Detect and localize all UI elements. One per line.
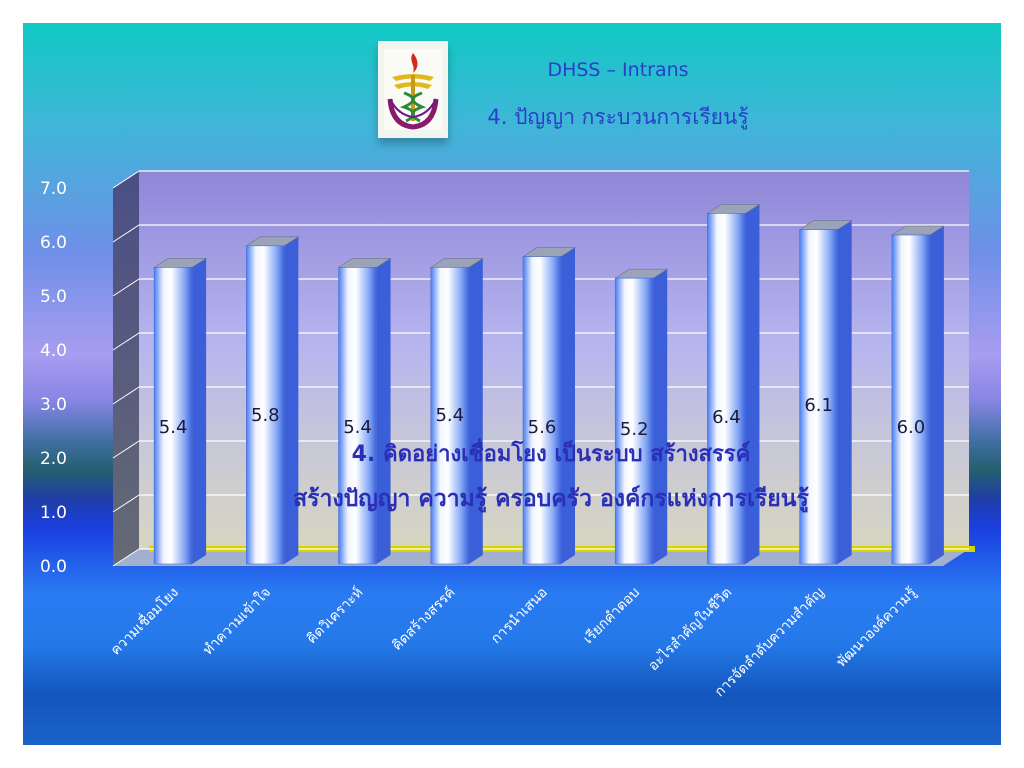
bar-face: [338, 267, 377, 565]
bar-side: [284, 236, 299, 565]
gridline-side: [112, 278, 140, 297]
chart-annotation: 4. คิดอย่างเชื่อมโยง เป็นระบบ สร้างสรรค์: [352, 437, 751, 467]
category-label: คิดวิเคราะห์: [303, 584, 366, 647]
bar: [798, 220, 853, 565]
data-label: 5.2: [620, 419, 649, 440]
bar-face: [246, 245, 285, 565]
category-label: ความเชื่อมโยง: [106, 583, 182, 659]
bar-side: [376, 258, 391, 564]
bar-side: [192, 258, 207, 564]
bar-side: [837, 220, 852, 564]
bar-side: [929, 226, 944, 564]
bar: [337, 258, 392, 565]
chart-title: DHSS – Intrans: [547, 59, 689, 81]
side-wall: [113, 171, 139, 566]
category-label: เรียกคำตอบ: [580, 585, 643, 648]
category-label: การนำเสนอ: [488, 585, 551, 648]
gridline-side: [112, 332, 140, 351]
gridline-side: [112, 386, 140, 405]
y-tick-label: 2.0: [40, 449, 67, 469]
chart-annotation: สร้างปัญญา ความรู้ ครอบครัว องค์กรแห่งกา…: [293, 485, 809, 513]
dhss-emblem-icon: [378, 41, 448, 138]
y-tick-label: 1.0: [40, 503, 67, 523]
y-tick-label: 5.0: [40, 287, 67, 307]
gridline-side: [112, 494, 140, 513]
bar-side: [468, 258, 483, 564]
data-label: 5.4: [159, 417, 188, 438]
category-label: อะไรสำคัญในชีวิต: [645, 584, 736, 675]
bar-face: [522, 256, 562, 565]
y-tick-label: 3.0: [40, 395, 67, 415]
data-label: 5.4: [343, 417, 372, 438]
y-tick-label: 0.0: [40, 557, 67, 577]
y-tick-label: 7.0: [40, 179, 67, 199]
bar-side: [745, 204, 760, 564]
bar-face: [707, 213, 746, 565]
bar: [245, 236, 300, 565]
bar: [429, 258, 484, 565]
category-label: พัฒนาองค์ความรู้: [833, 583, 920, 670]
bar-side: [653, 269, 668, 564]
data-label: 5.4: [435, 405, 464, 426]
gridline-side: [112, 440, 140, 459]
category-label: คิดสร้างสรรค์: [388, 584, 458, 654]
bar-face: [891, 234, 931, 565]
category-label: ทำความเข้าใจ: [199, 584, 274, 659]
data-label: 5.6: [528, 417, 557, 438]
bar: [614, 268, 669, 565]
data-label: 6.4: [712, 407, 741, 428]
bar-side: [561, 247, 575, 564]
bar-face: [430, 267, 470, 565]
bar: [706, 204, 761, 565]
bar-chart: 0.0 1.0 2.0 3.0 4.0 5.0 6.0 7.0 5.4 ความเชื่อมโยง…: [40, 170, 975, 700]
bar: [521, 247, 577, 565]
chart-subtitle: 4. ปัญญา กระบวนการเรียนรู้: [487, 105, 749, 129]
gridline-side: [112, 224, 140, 243]
bar: [153, 258, 208, 565]
y-tick-label: 6.0: [40, 233, 67, 253]
gridline-side: [112, 170, 140, 189]
bar-face: [614, 277, 654, 565]
bar: [890, 225, 945, 565]
data-label: 6.1: [804, 395, 833, 416]
gridline-side: [112, 548, 140, 567]
slide: DHSS – Intrans 4. ปัญญา กระบวนการเรียนรู…: [23, 23, 1001, 745]
data-label: 6.0: [897, 417, 926, 438]
data-label: 5.8: [251, 405, 280, 426]
bar-face: [153, 267, 193, 565]
bar-face: [799, 229, 838, 565]
y-tick-label: 4.0: [40, 341, 67, 361]
